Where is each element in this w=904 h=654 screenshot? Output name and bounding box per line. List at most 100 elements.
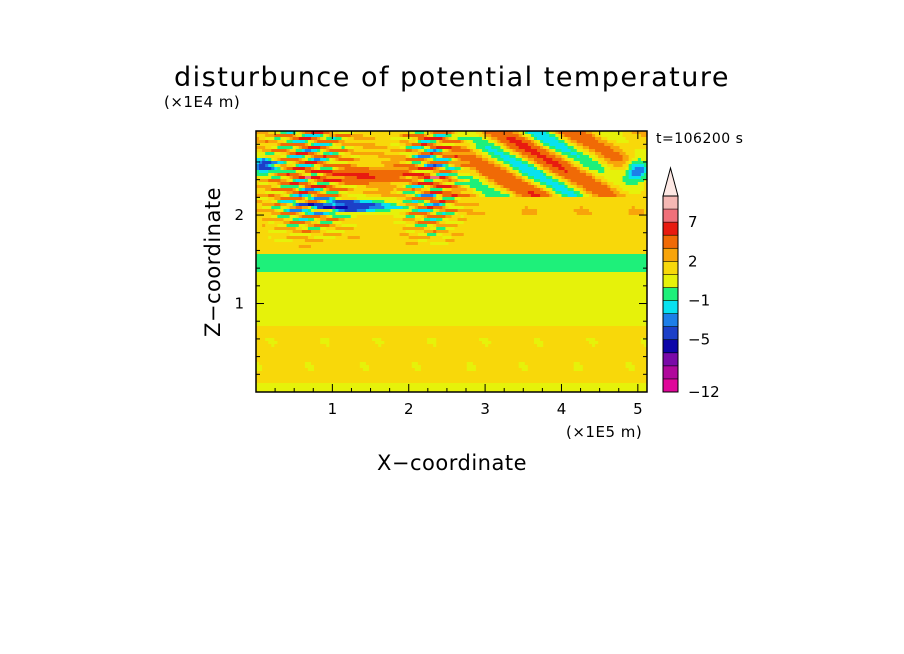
field-cell bbox=[317, 173, 324, 177]
field-cell bbox=[256, 188, 266, 192]
field-cell bbox=[420, 188, 428, 192]
field-cell bbox=[439, 221, 446, 225]
field-cell bbox=[320, 152, 324, 156]
field-cell bbox=[320, 218, 327, 222]
field-cell bbox=[576, 140, 599, 144]
field-cell bbox=[622, 131, 633, 135]
field-cell bbox=[307, 197, 312, 201]
field-cell bbox=[256, 359, 647, 363]
field-cell bbox=[396, 185, 404, 189]
field-cell bbox=[298, 176, 306, 180]
field-cell bbox=[411, 188, 416, 192]
field-cell bbox=[546, 188, 553, 192]
field-cell bbox=[454, 164, 462, 168]
field-cell bbox=[433, 155, 437, 159]
field-cell bbox=[454, 143, 471, 147]
field-cell bbox=[420, 143, 428, 147]
x-axis-label: X−coordinate bbox=[377, 451, 527, 475]
field-cell bbox=[372, 200, 385, 204]
field-cell bbox=[283, 194, 290, 198]
field-cell bbox=[466, 146, 471, 150]
field-cell bbox=[552, 188, 556, 192]
field-cell bbox=[344, 203, 376, 207]
field-cell bbox=[256, 386, 647, 390]
field-cell bbox=[460, 197, 647, 201]
field-cell bbox=[356, 176, 376, 180]
field-cell bbox=[494, 164, 501, 168]
field-cell bbox=[424, 134, 428, 138]
field-cell bbox=[286, 137, 290, 141]
field-cell bbox=[262, 149, 272, 153]
field-cell bbox=[549, 149, 553, 153]
field-cell bbox=[310, 131, 324, 135]
field-cell bbox=[478, 338, 489, 342]
field-cell bbox=[451, 158, 455, 162]
field-cell bbox=[457, 173, 471, 177]
field-cell bbox=[341, 179, 413, 183]
field-cell bbox=[310, 167, 315, 171]
field-cell bbox=[588, 152, 596, 156]
field-cell bbox=[567, 188, 575, 192]
field-cell bbox=[301, 134, 306, 138]
field-cell bbox=[283, 221, 290, 225]
field-cell bbox=[576, 194, 584, 198]
field-cell bbox=[411, 176, 419, 180]
field-cell bbox=[607, 161, 627, 165]
field-cell bbox=[503, 146, 507, 150]
field-cell bbox=[488, 182, 495, 186]
field-cell bbox=[585, 173, 593, 177]
field-cell bbox=[320, 227, 327, 231]
field-cell bbox=[576, 212, 593, 216]
field-cell bbox=[521, 209, 538, 213]
field-cell bbox=[341, 146, 345, 150]
field-cell bbox=[420, 140, 431, 144]
field-cell bbox=[411, 182, 419, 186]
field-cell bbox=[582, 167, 590, 171]
field-cell bbox=[558, 140, 565, 144]
field-cell bbox=[335, 143, 342, 147]
field-cell bbox=[497, 158, 504, 162]
field-cell bbox=[567, 161, 572, 165]
field-cell bbox=[460, 158, 483, 162]
field-cell bbox=[625, 182, 639, 186]
field-cell bbox=[256, 200, 263, 204]
field-cell bbox=[424, 179, 434, 183]
field-cell bbox=[518, 173, 523, 177]
field-cell bbox=[317, 137, 321, 141]
field-cell bbox=[573, 188, 581, 192]
field-cell bbox=[301, 215, 321, 219]
field-cell bbox=[433, 224, 437, 228]
x-tick-label: 4 bbox=[557, 400, 567, 418]
field-cell bbox=[256, 314, 647, 318]
field-cell bbox=[457, 185, 462, 189]
field-cell bbox=[307, 158, 312, 162]
field-cell bbox=[320, 341, 330, 345]
field-cell bbox=[573, 158, 593, 162]
field-cell bbox=[527, 182, 532, 186]
field-cell bbox=[326, 188, 330, 192]
field-cell bbox=[424, 176, 431, 180]
field-cell bbox=[430, 218, 437, 222]
field-cell bbox=[262, 218, 284, 222]
field-cell bbox=[478, 203, 647, 207]
field-cell bbox=[579, 164, 584, 168]
field-cell bbox=[402, 134, 425, 138]
field-cell bbox=[472, 176, 480, 180]
field-cell bbox=[555, 146, 568, 150]
field-cell bbox=[457, 179, 465, 183]
field-cell bbox=[433, 152, 443, 156]
field-cell bbox=[298, 134, 303, 138]
field-cell bbox=[417, 137, 425, 141]
field-cell bbox=[631, 158, 639, 162]
field-cell bbox=[256, 248, 647, 252]
field-cell bbox=[451, 149, 471, 153]
field-cell bbox=[271, 158, 275, 162]
field-cell bbox=[320, 176, 327, 180]
field-cell bbox=[326, 218, 339, 222]
field-cell bbox=[466, 140, 474, 144]
field-cell bbox=[317, 206, 324, 210]
field-cell bbox=[347, 188, 355, 192]
field-cell bbox=[567, 182, 572, 186]
field-cell bbox=[335, 236, 349, 240]
field-cell bbox=[414, 170, 431, 174]
